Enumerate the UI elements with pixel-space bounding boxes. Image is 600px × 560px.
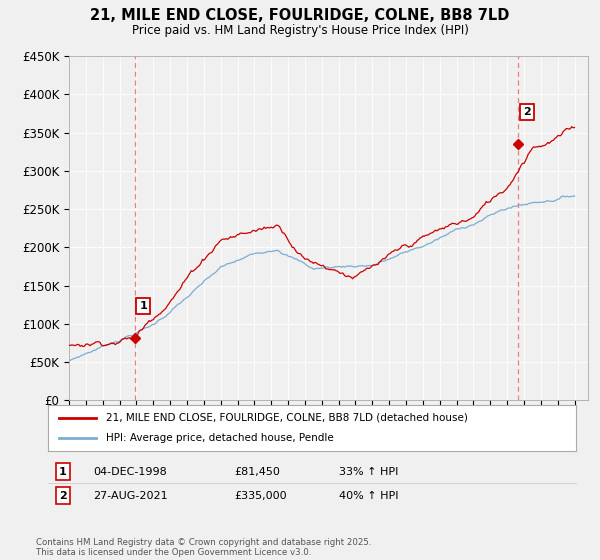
Text: 2: 2 — [523, 107, 531, 117]
Text: 2: 2 — [59, 491, 67, 501]
Text: 21, MILE END CLOSE, FOULRIDGE, COLNE, BB8 7LD (detached house): 21, MILE END CLOSE, FOULRIDGE, COLNE, BB… — [106, 413, 468, 423]
Text: 40% ↑ HPI: 40% ↑ HPI — [339, 491, 398, 501]
Text: 1: 1 — [139, 301, 147, 311]
Text: HPI: Average price, detached house, Pendle: HPI: Average price, detached house, Pend… — [106, 433, 334, 443]
Text: 27-AUG-2021: 27-AUG-2021 — [93, 491, 167, 501]
Text: £81,450: £81,450 — [234, 466, 280, 477]
Text: Contains HM Land Registry data © Crown copyright and database right 2025.
This d: Contains HM Land Registry data © Crown c… — [36, 538, 371, 557]
Text: 33% ↑ HPI: 33% ↑ HPI — [339, 466, 398, 477]
Text: 04-DEC-1998: 04-DEC-1998 — [93, 466, 167, 477]
Text: Price paid vs. HM Land Registry's House Price Index (HPI): Price paid vs. HM Land Registry's House … — [131, 24, 469, 36]
Text: 21, MILE END CLOSE, FOULRIDGE, COLNE, BB8 7LD: 21, MILE END CLOSE, FOULRIDGE, COLNE, BB… — [91, 8, 509, 24]
Text: 1: 1 — [59, 466, 67, 477]
Text: £335,000: £335,000 — [234, 491, 287, 501]
